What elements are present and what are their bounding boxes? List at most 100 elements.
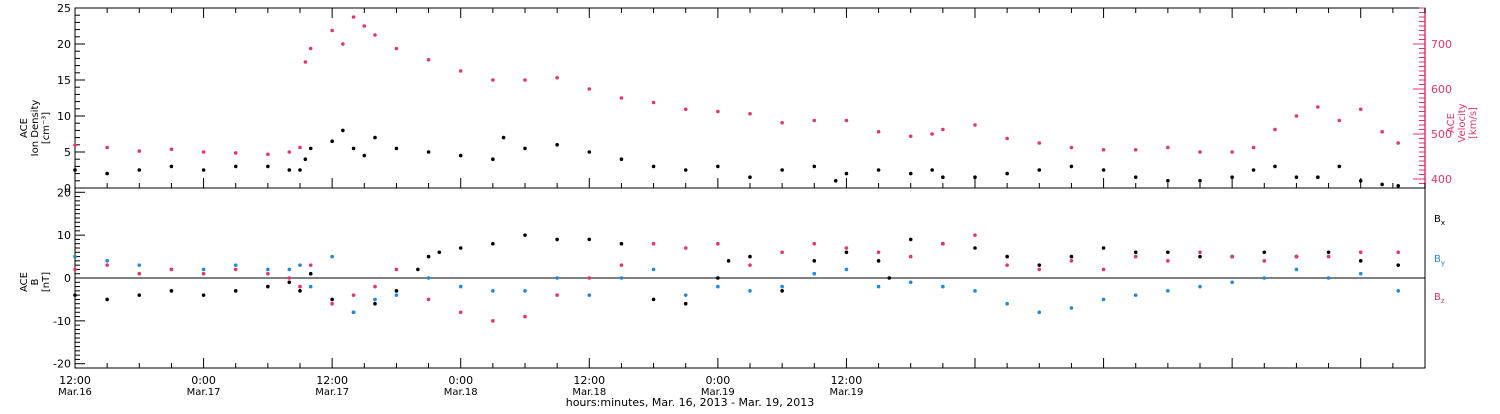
velocity-point bbox=[266, 152, 270, 157]
density-point bbox=[351, 146, 356, 151]
by-point bbox=[308, 284, 313, 289]
legend-by-base: B bbox=[1434, 254, 1441, 265]
density-point bbox=[1133, 175, 1138, 179]
velocity-label-line: ACE bbox=[1446, 113, 1457, 133]
density-point bbox=[1337, 164, 1342, 169]
velocity-point bbox=[1251, 145, 1256, 150]
by-point bbox=[1230, 280, 1234, 285]
bz-point bbox=[394, 267, 399, 272]
density-tick-label: 0 bbox=[64, 182, 71, 195]
bx-point bbox=[844, 250, 849, 255]
density-point bbox=[1037, 168, 1042, 172]
bz-point bbox=[308, 263, 313, 267]
velocity-point bbox=[1396, 141, 1401, 145]
bz-point bbox=[876, 250, 881, 255]
bx-point bbox=[887, 276, 892, 280]
density-point bbox=[169, 164, 174, 169]
bz-point bbox=[233, 267, 238, 272]
bz-point bbox=[266, 271, 270, 276]
by-point bbox=[619, 276, 624, 280]
bx-point bbox=[416, 267, 420, 272]
by-point bbox=[351, 310, 356, 315]
density-label-line: Ion Density bbox=[30, 100, 41, 157]
velocity-point bbox=[308, 46, 313, 51]
velocity-tick-label: 400 bbox=[1431, 173, 1452, 186]
by-point bbox=[233, 263, 238, 267]
velocity-point bbox=[716, 109, 720, 114]
by-point bbox=[458, 284, 463, 289]
velocity-point bbox=[303, 60, 308, 64]
bx-point bbox=[812, 259, 817, 263]
bz-point bbox=[748, 263, 752, 267]
by-point bbox=[587, 293, 592, 297]
density-point bbox=[780, 168, 784, 172]
by-point bbox=[330, 254, 334, 259]
density-point bbox=[1396, 184, 1401, 188]
bx-point bbox=[169, 289, 174, 293]
density-tick-label: 25 bbox=[57, 2, 71, 15]
density-point bbox=[491, 157, 495, 161]
by-point bbox=[137, 263, 142, 267]
by-point bbox=[683, 293, 688, 297]
velocity-point bbox=[1198, 150, 1202, 154]
by-point bbox=[523, 289, 527, 293]
density-point bbox=[1380, 182, 1384, 187]
bx-point bbox=[587, 237, 592, 242]
bx-point bbox=[1198, 254, 1202, 259]
bz-point bbox=[137, 271, 142, 276]
bx-point bbox=[716, 276, 720, 280]
bz-point bbox=[351, 293, 356, 297]
velocity-point bbox=[73, 143, 77, 148]
density-tick-label: 15 bbox=[57, 74, 71, 87]
field-tick-label: 10 bbox=[57, 229, 71, 242]
velocity-point bbox=[748, 111, 752, 116]
velocity-point bbox=[876, 129, 881, 134]
legend-bz-subscript: z bbox=[1441, 297, 1445, 305]
bz-point bbox=[426, 297, 431, 302]
velocity-point bbox=[426, 57, 431, 62]
velocity-point bbox=[555, 75, 559, 80]
bx-point bbox=[373, 301, 377, 306]
bx-point bbox=[619, 241, 624, 246]
density-point bbox=[587, 150, 592, 154]
bx-point bbox=[1101, 246, 1106, 250]
velocity-point bbox=[169, 147, 174, 152]
field-tick-label: -10 bbox=[53, 315, 71, 328]
date-tick-label: Mar.17 bbox=[187, 387, 221, 398]
time-tick-label: 12:00 bbox=[573, 374, 605, 387]
by-point bbox=[812, 271, 817, 276]
density-point bbox=[298, 168, 302, 172]
bz-point bbox=[1230, 254, 1234, 259]
velocity-point bbox=[844, 118, 849, 123]
bz-point bbox=[651, 241, 656, 246]
bx-point bbox=[298, 289, 302, 293]
bz-point bbox=[491, 319, 495, 323]
density-point bbox=[266, 164, 270, 169]
velocity-point bbox=[1005, 136, 1009, 141]
density-point bbox=[833, 179, 838, 183]
by-point bbox=[491, 289, 495, 293]
velocity-label-line: Velocity bbox=[1457, 103, 1468, 142]
density-point bbox=[1198, 179, 1202, 183]
bx-point bbox=[287, 280, 292, 285]
field-label-line: ACE bbox=[19, 272, 30, 292]
bz-point bbox=[330, 301, 334, 306]
legend-bz-base: B bbox=[1434, 292, 1441, 303]
bx-point bbox=[233, 289, 238, 293]
velocity-point bbox=[812, 118, 817, 123]
bx-point bbox=[683, 301, 688, 306]
bx-point bbox=[1326, 250, 1331, 255]
bz-point bbox=[812, 241, 817, 246]
bx-point bbox=[1069, 254, 1074, 259]
bz-point bbox=[973, 233, 977, 237]
by-point bbox=[973, 289, 977, 293]
density-point bbox=[501, 135, 506, 140]
bx-point bbox=[1262, 250, 1267, 255]
bz-point bbox=[1166, 259, 1170, 263]
density-point bbox=[1294, 175, 1299, 179]
bx-point bbox=[1005, 254, 1009, 259]
legend-by-subscript: y bbox=[1441, 259, 1445, 267]
field-tick-label: 0 bbox=[64, 272, 71, 285]
velocity-point bbox=[1316, 105, 1320, 109]
